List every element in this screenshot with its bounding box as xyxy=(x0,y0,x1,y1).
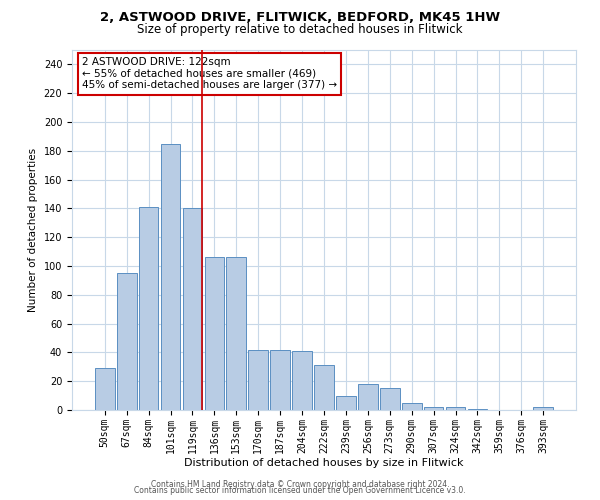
Text: Contains public sector information licensed under the Open Government Licence v3: Contains public sector information licen… xyxy=(134,486,466,495)
Text: 2 ASTWOOD DRIVE: 122sqm
← 55% of detached houses are smaller (469)
45% of semi-d: 2 ASTWOOD DRIVE: 122sqm ← 55% of detache… xyxy=(82,57,337,90)
Bar xyxy=(95,368,115,410)
Bar xyxy=(161,144,181,410)
Y-axis label: Number of detached properties: Number of detached properties xyxy=(28,148,38,312)
Bar xyxy=(533,407,553,410)
Bar xyxy=(139,207,158,410)
X-axis label: Distribution of detached houses by size in Flitwick: Distribution of detached houses by size … xyxy=(184,458,464,468)
Bar xyxy=(117,273,137,410)
Bar xyxy=(380,388,400,410)
Bar xyxy=(205,258,224,410)
Bar xyxy=(424,407,443,410)
Text: 2, ASTWOOD DRIVE, FLITWICK, BEDFORD, MK45 1HW: 2, ASTWOOD DRIVE, FLITWICK, BEDFORD, MK4… xyxy=(100,11,500,24)
Bar xyxy=(270,350,290,410)
Bar xyxy=(226,258,246,410)
Bar xyxy=(314,366,334,410)
Bar xyxy=(182,208,202,410)
Text: Size of property relative to detached houses in Flitwick: Size of property relative to detached ho… xyxy=(137,22,463,36)
Bar xyxy=(446,407,466,410)
Bar xyxy=(402,403,422,410)
Bar xyxy=(292,351,312,410)
Bar xyxy=(358,384,378,410)
Text: Contains HM Land Registry data © Crown copyright and database right 2024.: Contains HM Land Registry data © Crown c… xyxy=(151,480,449,489)
Bar xyxy=(248,350,268,410)
Bar xyxy=(467,408,487,410)
Bar xyxy=(336,396,356,410)
